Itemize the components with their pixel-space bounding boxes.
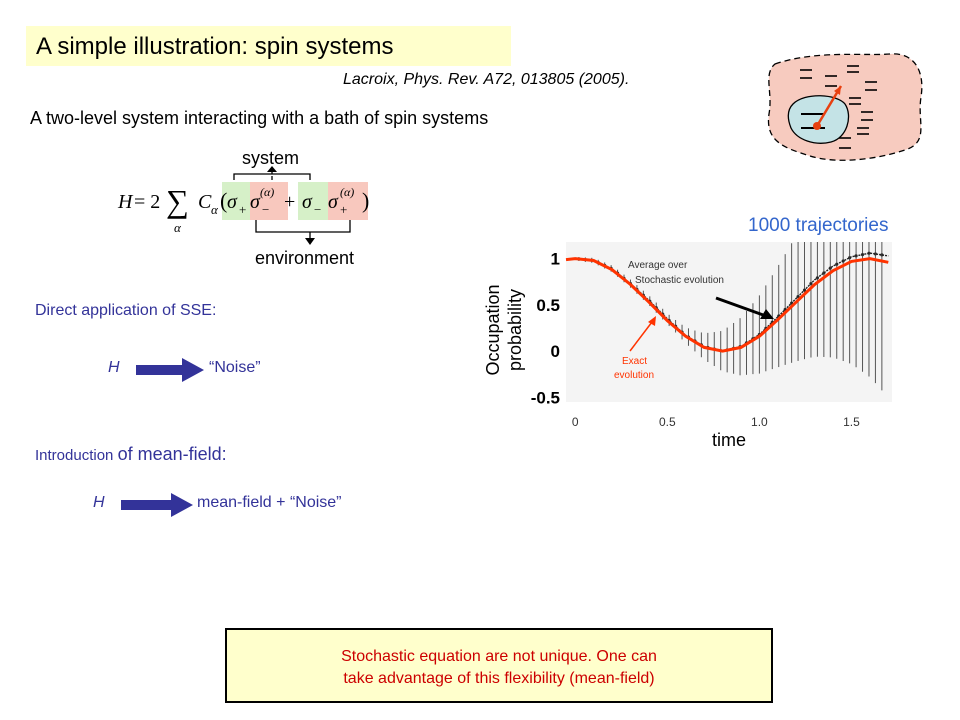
eq-sigma-1: σ	[227, 191, 238, 213]
y-tick-label: 0	[551, 342, 560, 361]
conclusion-box	[225, 628, 773, 703]
citation: Lacroix, Phys. Rev. A72, 013805 (2005).	[343, 71, 630, 88]
eq-sigma-3: σ	[302, 191, 313, 213]
direct-noise-label: “Noise”	[209, 359, 261, 376]
eq-sigma-1-sub: +	[239, 202, 246, 217]
eq-close-paren: )	[362, 188, 369, 213]
eq-sum: ∑	[166, 183, 189, 219]
annotation-exact-line1: Exact	[622, 356, 647, 367]
direct-hamiltonian: H	[108, 359, 120, 376]
highlight-sigma-plus-env	[328, 182, 368, 220]
y-axis-label-line2: probability	[505, 289, 525, 371]
system-spin-levels	[801, 113, 825, 129]
mean-field-label-part1: Introduction	[35, 447, 118, 464]
tick-labels: 0 0.5 1.0 1.5 1 0.5 0 -0.5	[531, 250, 860, 429]
direct-sse-label: Direct application of SSE:	[35, 302, 217, 319]
slide-title: A simple illustration: spin systems	[36, 33, 394, 60]
highlight-sigma-minus-env	[250, 182, 288, 220]
mean-field-label: Introduction of mean-field:	[35, 444, 227, 465]
x-tick-label: 1.0	[751, 415, 768, 429]
slide-subtitle: A two-level system interacting with a ba…	[30, 108, 489, 128]
system-region	[787, 95, 850, 144]
series-exact-evolution	[565, 257, 889, 353]
coupling-arrow-icon	[813, 85, 843, 130]
chart-lines	[565, 252, 889, 353]
mean-field-hamiltonian: H	[93, 494, 105, 511]
bath-spin-levels	[800, 65, 877, 149]
environment-label: environment	[255, 248, 355, 268]
annotation-exact-line2: evolution	[614, 370, 654, 381]
mean-field-noise-label: mean-field + “Noise”	[197, 494, 342, 511]
eq-sigma-2: σ	[250, 191, 261, 213]
average-pointer-arrow-icon	[715, 296, 774, 319]
direct-arrow-icon	[136, 358, 204, 382]
x-tick-label: 0.5	[659, 415, 676, 429]
eq-plus: +	[284, 191, 295, 213]
mean-field-label-part2: of mean-field:	[117, 444, 227, 464]
y-tick-label: 0.5	[536, 296, 560, 315]
spin-bath-illustration	[767, 53, 923, 161]
eq-equals: = 2	[134, 191, 160, 213]
annotation-average-line2: Stochastic evolution	[635, 275, 724, 286]
eq-lhs: H	[117, 191, 134, 213]
system-bracket-arrow-icon	[267, 166, 277, 172]
title-highlight	[26, 26, 511, 66]
eq-sum-index: α	[174, 220, 182, 235]
annotation-average-line1: Average over	[628, 260, 688, 271]
conclusion-line-2: take advantage of this flexibility (mean…	[343, 670, 655, 687]
chart-title: 1000 trajectories	[748, 215, 889, 236]
highlight-sigma-minus	[298, 182, 328, 220]
mean-field-arrow-icon	[121, 493, 193, 517]
eq-sigma-2-sub: −	[262, 202, 269, 217]
system-label: system	[242, 148, 300, 168]
eq-sigma-4: σ	[328, 191, 339, 213]
eq-coefficient: C	[198, 191, 212, 213]
y-tick-label: -0.5	[531, 388, 560, 407]
eq-sigma-3-sub: −	[314, 202, 321, 217]
eq-coefficient-index: α	[211, 202, 219, 217]
environment-bracket-arrow-icon	[305, 238, 315, 245]
x-axis-label: time	[712, 430, 746, 450]
exact-pointer-arrow-icon	[629, 316, 656, 352]
occupation-chart: 0 0.5 1.0 1.5 1 0.5 0 -0.5 Average over Stochas…	[483, 242, 892, 450]
conclusion-text: Stochastic equation are not unique. One …	[225, 646, 773, 690]
conclusion-line-1: Stochastic equation are not unique. One …	[341, 648, 657, 665]
x-tick-label: 1.5	[843, 415, 860, 429]
y-axis-label-line1: Occupation	[483, 284, 503, 375]
hamiltonian-equation: H = 2 ∑ α C α ( σ + σ (α) − + σ − σ (α) …	[117, 166, 369, 245]
eq-sigma-4-sup: (α)	[340, 185, 354, 199]
eq-sigma-4-sub: +	[340, 202, 347, 217]
eq-sigma-2-sup: (α)	[260, 185, 274, 199]
x-tick-label: 0	[572, 415, 579, 429]
eq-open-paren: (	[220, 188, 227, 213]
y-tick-label: 1	[551, 250, 560, 269]
